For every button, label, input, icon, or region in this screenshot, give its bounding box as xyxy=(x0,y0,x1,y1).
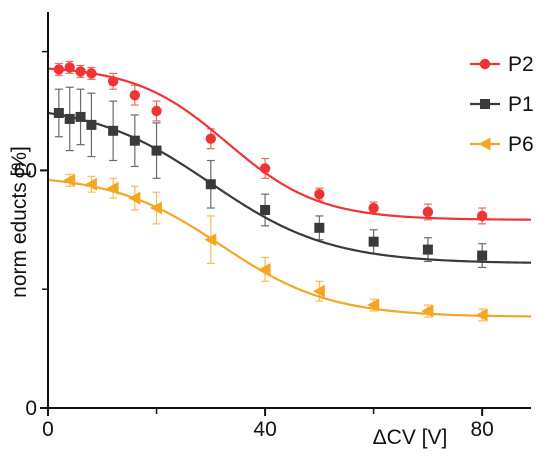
legend-item-p2: P2 xyxy=(470,53,534,76)
marker-p6 xyxy=(204,233,217,247)
marker-p6 xyxy=(367,298,380,312)
fit-curve-p6 xyxy=(47,178,532,318)
marker-p2 xyxy=(107,76,119,87)
series-p6 xyxy=(63,173,488,322)
x-ticks: 0 40 80 xyxy=(42,408,494,441)
marker-p1 xyxy=(108,125,119,136)
marker-legend-p2 xyxy=(479,58,491,70)
marker-p6 xyxy=(84,177,97,191)
legend-label: P6 xyxy=(508,133,534,156)
marker-p6 xyxy=(475,308,488,322)
marker-p2 xyxy=(422,206,434,218)
marker-p2 xyxy=(75,66,86,77)
marker-p2 xyxy=(86,68,97,79)
x-tick-label: 80 xyxy=(470,418,493,441)
series-p1 xyxy=(53,86,488,269)
marker-p2 xyxy=(259,163,271,174)
y-axis-title: norm educts [%] xyxy=(8,146,31,298)
marker-p1 xyxy=(314,222,325,233)
marker-p2 xyxy=(151,105,162,117)
marker-p1 xyxy=(86,119,97,130)
marker-p1 xyxy=(422,244,433,255)
marker-p1 xyxy=(205,179,216,190)
marker-p6 xyxy=(258,262,271,276)
x-tick-label: 40 xyxy=(253,418,276,441)
data-markers xyxy=(53,60,488,322)
plot-area xyxy=(47,60,532,322)
legend-label: P1 xyxy=(508,93,534,116)
marker-p1 xyxy=(477,250,488,261)
axes: 0 40 80 0 60 xyxy=(14,12,531,441)
fit-curve-p2 xyxy=(47,67,532,221)
series-p2 xyxy=(53,60,488,225)
marker-p2 xyxy=(129,89,141,101)
legend-label: P2 xyxy=(508,53,534,76)
legend-item-p6: P6 xyxy=(470,133,534,156)
marker-p2 xyxy=(53,64,65,75)
marker-p2 xyxy=(368,202,379,214)
marker-p6 xyxy=(106,181,119,195)
y-tick-label: 60 xyxy=(14,159,37,182)
marker-p1 xyxy=(75,111,86,122)
y-ticks: 0 60 xyxy=(14,50,48,420)
marker-p1 xyxy=(368,236,379,247)
marker-p1 xyxy=(260,205,271,215)
marker-p6 xyxy=(150,201,163,215)
marker-p6 xyxy=(63,173,76,187)
marker-p6 xyxy=(128,191,141,205)
marker-p1 xyxy=(64,113,75,124)
fit-curve-p1 xyxy=(47,111,532,264)
marker-p2 xyxy=(476,210,488,222)
legend: P2 P1 P6 xyxy=(470,53,534,156)
marker-p2 xyxy=(64,62,75,73)
x-axis-title: ΔCV [V] xyxy=(373,426,448,449)
y-tick-label: 0 xyxy=(25,397,37,420)
marker-p6 xyxy=(312,284,325,298)
marker-p1 xyxy=(151,145,162,156)
fit-curves xyxy=(47,67,532,318)
marker-p1 xyxy=(53,107,64,118)
x-tick-label: 0 xyxy=(42,418,54,441)
marker-p1 xyxy=(129,135,140,146)
marker-legend-p1 xyxy=(480,99,490,109)
marker-p6 xyxy=(421,304,434,318)
marker-legend-p6 xyxy=(478,137,491,151)
marker-p2 xyxy=(205,133,217,144)
marker-p2 xyxy=(314,188,325,200)
legend-item-p1: P1 xyxy=(470,93,534,116)
